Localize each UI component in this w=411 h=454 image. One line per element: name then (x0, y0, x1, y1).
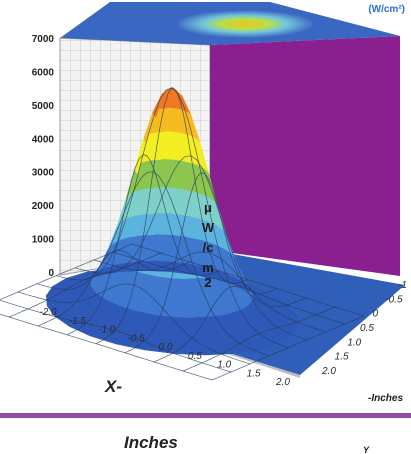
y-axis-label-line: Y (363, 445, 370, 454)
y-tick-label: -0.5 (385, 294, 403, 305)
z-tick-label: 5000 (32, 101, 55, 112)
z-axis-ticks: 7000 6000 5000 4000 3000 2000 1000 0 (32, 34, 55, 279)
mesh-line (17, 283, 251, 365)
y-tick-label: 0.5 (360, 323, 374, 334)
surface-band-patch (154, 213, 171, 236)
surface-band-patch (54, 294, 66, 306)
y-axis-label-line: -Inches (368, 393, 403, 404)
y-tick-label: 1.0 (347, 337, 361, 348)
z-axis-label: μ W /c m 2 (202, 200, 215, 290)
y-tick-label: -1 (398, 280, 407, 291)
mesh-line (0, 299, 232, 373)
z-label-line: m (202, 260, 214, 275)
surface-band-patch (152, 234, 171, 252)
surface (45, 87, 299, 356)
bottom-divider (0, 413, 411, 418)
x-axis-label-line: X- (104, 377, 122, 396)
mesh-line (153, 285, 307, 363)
y-tick-label: 1.5 (335, 352, 349, 363)
x-axis-label-line: Inches (124, 433, 178, 452)
z-tick-label: 4000 (32, 134, 55, 145)
x-tick-label: 2.0 (275, 377, 290, 388)
surface-mesh (0, 87, 365, 381)
mesh-line (0, 313, 213, 381)
z-tick-label: 7000 (32, 34, 55, 45)
y-axis-ticks: -1 -0.5 0 0.5 1.0 1.5 2.0 (321, 280, 407, 377)
z-tick-label: 0 (48, 268, 54, 279)
surface-band-patch (173, 277, 192, 302)
x-tick-label: -2.0 (39, 307, 57, 318)
surface-band-patch (154, 297, 175, 318)
y-tick-label: 2.0 (321, 366, 336, 377)
x-tick-label: 0.5 (188, 351, 202, 362)
surface-band-patch (287, 314, 298, 327)
x-axis-ticks: -2.0 -1.5 -1.0 -0.5 0.0 0.5 1.0 1.5 2.0 (39, 307, 290, 388)
x-tick-label: 1.0 (217, 360, 231, 371)
surface-band-patch (173, 299, 194, 318)
x-tick-label: 0.0 (159, 342, 173, 353)
z-tick-label: 6000 (32, 67, 55, 78)
surface-band-patch (173, 316, 197, 331)
mesh-line (211, 315, 365, 381)
z-label-line: μ (204, 200, 212, 215)
surface-band-patch (147, 260, 171, 269)
side-wall (210, 36, 400, 276)
mesh-line (36, 171, 270, 357)
mesh-line (182, 306, 336, 372)
z-tick-label: 1000 (32, 235, 55, 246)
z-label-line: 2 (204, 275, 211, 290)
surface-band-patch (173, 328, 199, 340)
x-tick-label: -1.5 (69, 316, 87, 327)
z-tick-label: 2000 (32, 201, 55, 212)
mesh-line (124, 172, 278, 354)
top-plane-peak-projection (175, 10, 315, 38)
z-tick-label: 3000 (32, 168, 55, 179)
x-tick-label: -1.0 (98, 325, 116, 336)
mesh-line (55, 87, 289, 349)
z-label-line: W (202, 220, 215, 235)
y-tick-label: 0 (373, 309, 379, 320)
x-tick-label: -0.5 (128, 333, 146, 344)
corner-label: (W/cm²) (368, 4, 405, 15)
surface-band-patch (202, 349, 235, 356)
x-tick-label: 1.5 (247, 368, 261, 379)
z-label-line: /c (203, 240, 214, 255)
